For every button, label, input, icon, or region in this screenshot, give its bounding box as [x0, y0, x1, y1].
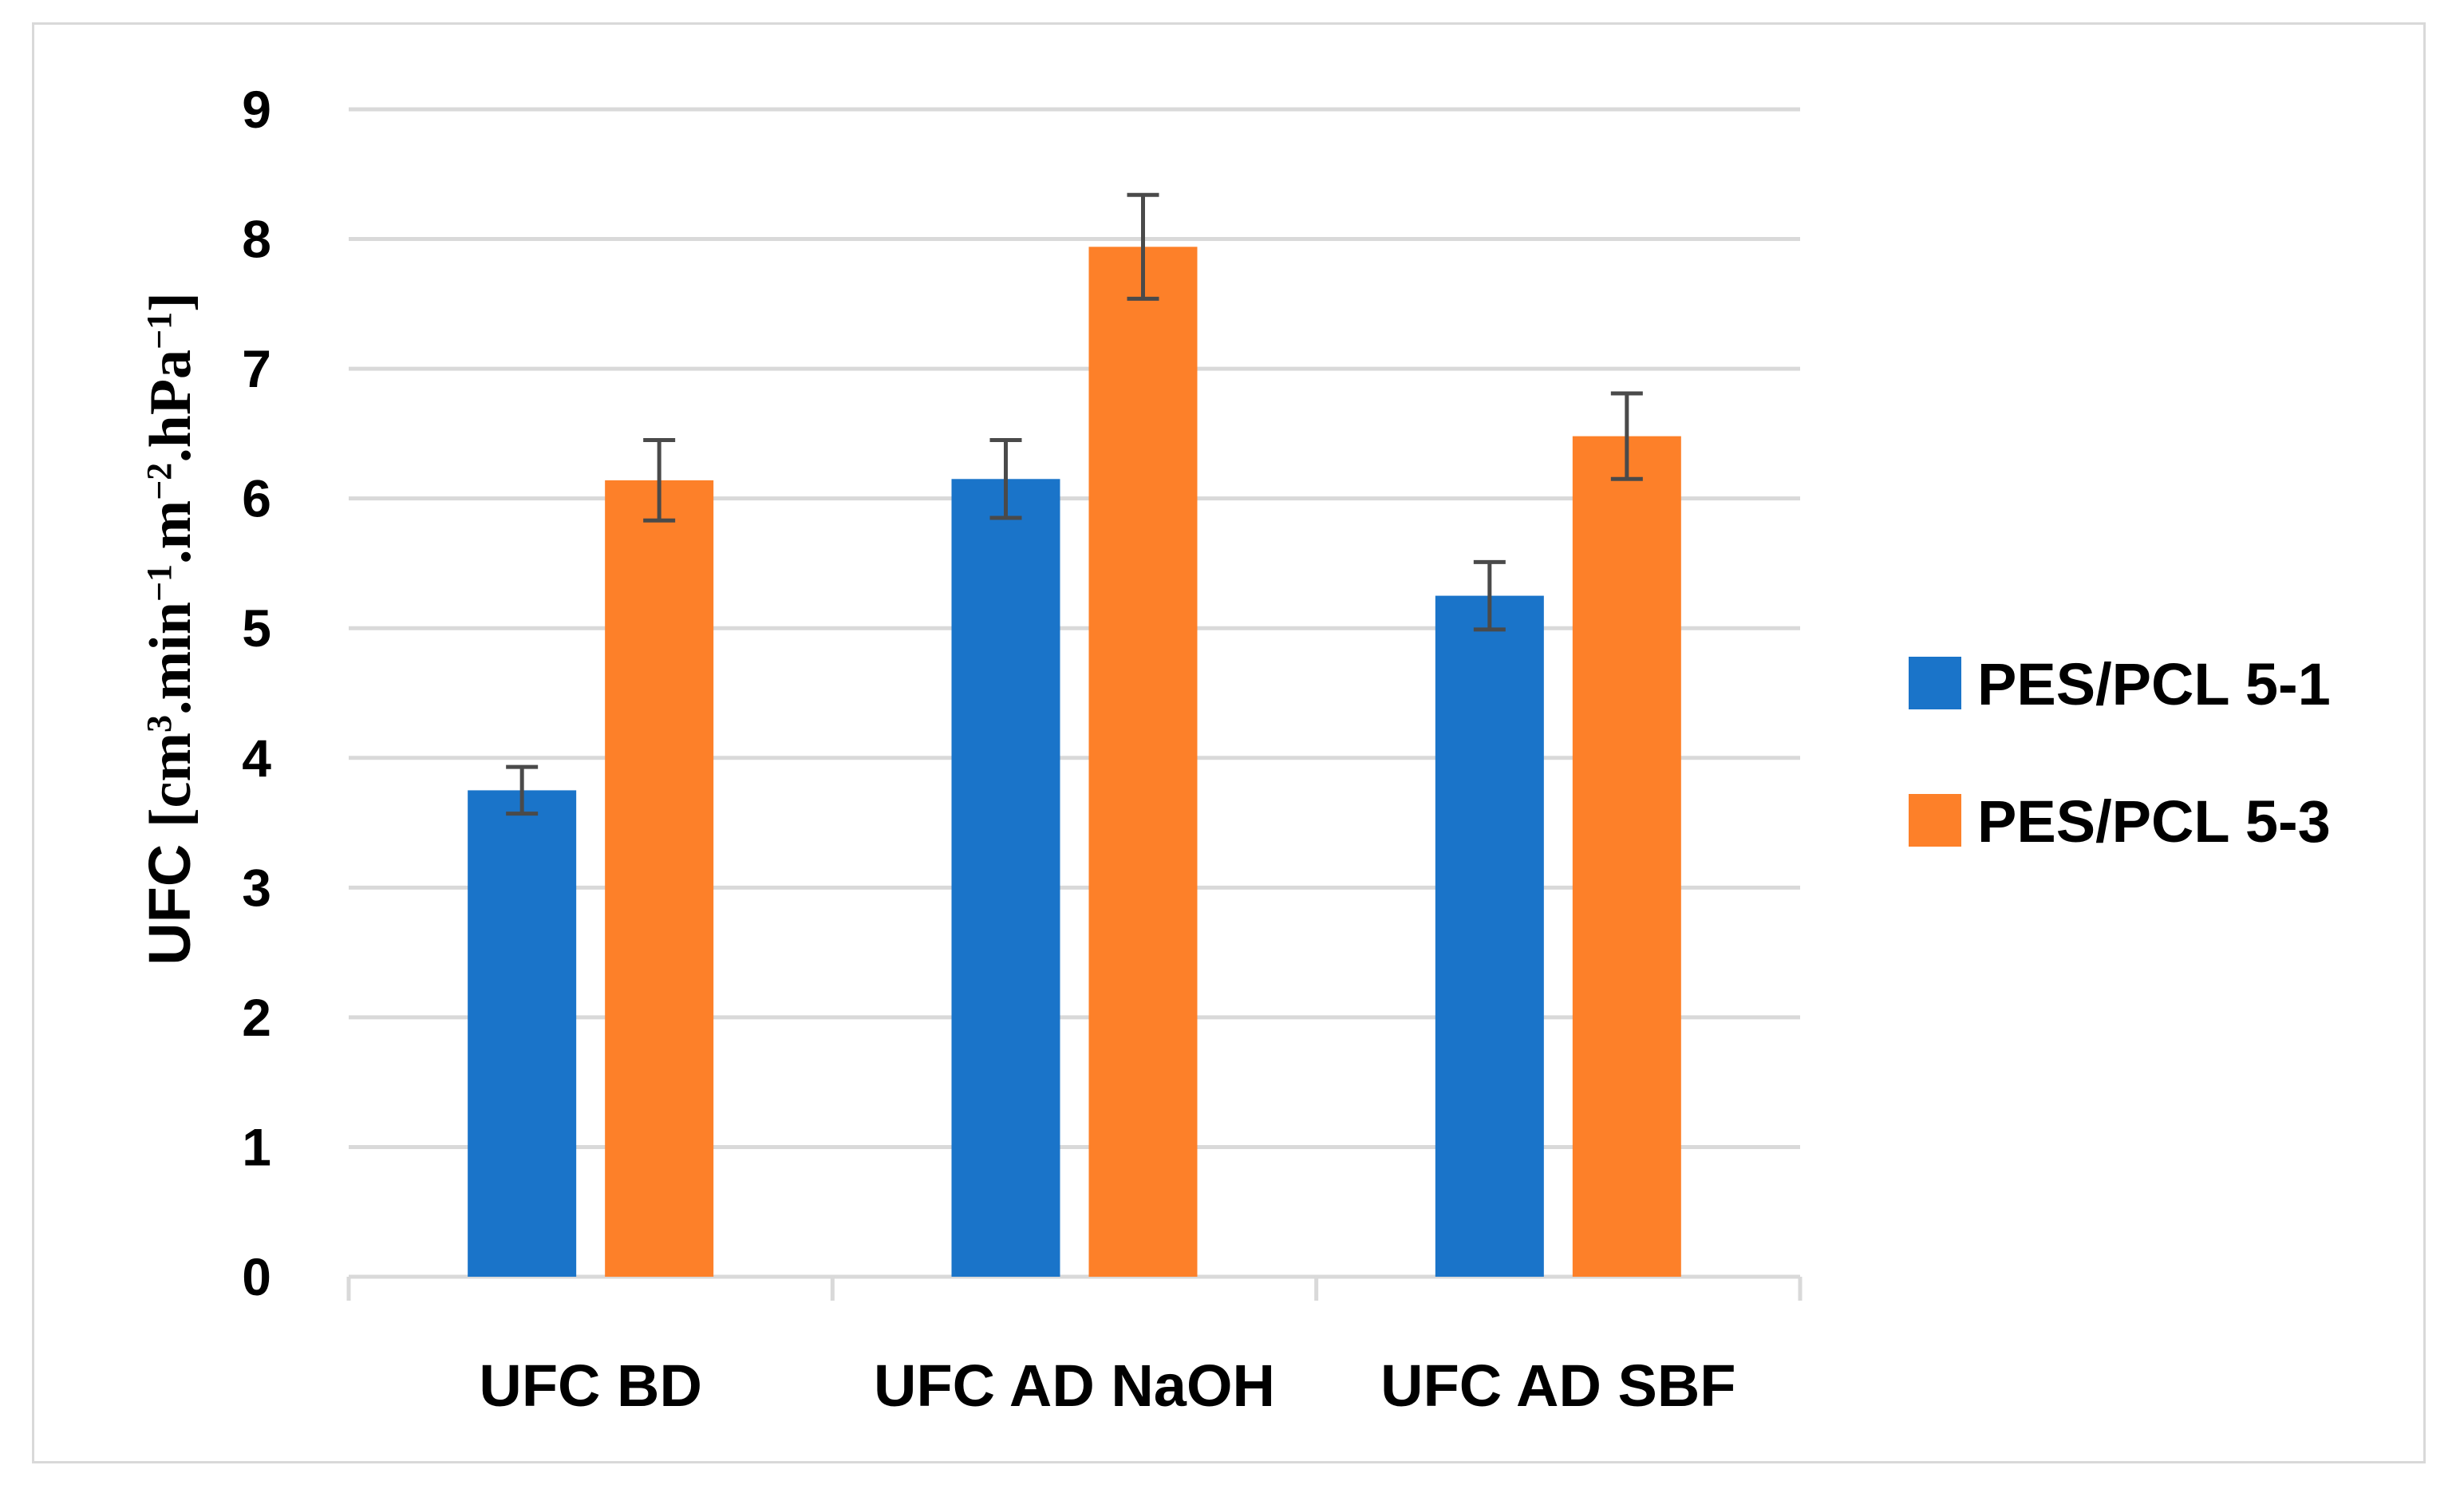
- error-bar: [1127, 192, 1159, 301]
- error-bar: [1610, 391, 1643, 481]
- legend-swatch-pes-pcl-5-3: [1909, 794, 1961, 847]
- bar-pes-pcl-5-3-0: [605, 480, 714, 1277]
- y-tick-label: 9: [242, 80, 271, 139]
- y-tick-label: 7: [242, 339, 271, 398]
- x-tick-label: UFC AD NaOH: [874, 1353, 1275, 1419]
- error-bar: [506, 764, 539, 816]
- y-tick-label: 8: [242, 210, 271, 269]
- y-tick-labels: 0 1 2 3 4 5 6 7 8 9: [242, 80, 271, 1306]
- y-tick-label: 1: [242, 1117, 271, 1176]
- gridlines: [349, 107, 1800, 1149]
- x-axis: [346, 1274, 1803, 1301]
- x-tick-label: UFC BD: [479, 1353, 702, 1419]
- y-tick-label: 4: [242, 729, 271, 788]
- error-bars: [506, 192, 1643, 816]
- legend-label-pes-pcl-5-1: PES/PCL 5-1: [1977, 651, 2331, 717]
- y-tick-label: 3: [242, 858, 271, 917]
- legend-swatch-pes-pcl-5-1: [1909, 657, 1961, 709]
- bar-pes-pcl-5-3-2: [1572, 436, 1681, 1277]
- y-axis-title: UFC [cm3.min−1.m−2.hPa−1]: [136, 292, 203, 966]
- error-bar: [989, 438, 1022, 520]
- y-tick-label: 6: [242, 469, 271, 528]
- y-tick-label: 2: [242, 988, 271, 1047]
- x-tick-label: UFC AD SBF: [1380, 1353, 1735, 1419]
- y-tick-label: 0: [242, 1247, 271, 1306]
- chart-frame: [32, 22, 2426, 1463]
- bars: [468, 247, 1681, 1278]
- bar-pes-pcl-5-1-2: [1435, 595, 1544, 1277]
- error-bar: [1473, 559, 1506, 632]
- y-tick-label: 5: [242, 598, 271, 658]
- bar-pes-pcl-5-1-0: [468, 790, 577, 1277]
- legend-label-pes-pcl-5-3: PES/PCL 5-3: [1977, 788, 2331, 855]
- legend: PES/PCL 5-1 PES/PCL 5-3: [1909, 651, 2331, 855]
- x-tick-labels: UFC BD UFC AD NaOH UFC AD SBF: [479, 1353, 1735, 1419]
- bar-pes-pcl-5-1-1: [951, 479, 1060, 1277]
- error-bar: [643, 438, 676, 523]
- bar-pes-pcl-5-3-1: [1088, 247, 1198, 1278]
